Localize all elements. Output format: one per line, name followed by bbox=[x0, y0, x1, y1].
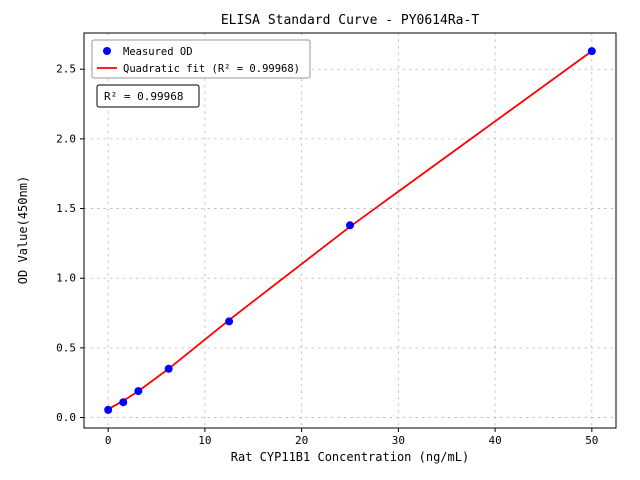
x-tick-label: 20 bbox=[295, 434, 308, 447]
y-tick-label: 0.5 bbox=[56, 341, 76, 354]
legend-measured-od-label: Measured OD bbox=[123, 46, 193, 58]
chart-title: ELISA Standard Curve - PY0614Ra-T bbox=[221, 13, 479, 28]
x-axis-label: Rat CYP11B1 Concentration (ng/mL) bbox=[231, 450, 469, 464]
y-tick-label: 0.0 bbox=[56, 411, 76, 424]
x-tick-label: 30 bbox=[392, 434, 405, 447]
y-tick-label: 1.0 bbox=[56, 272, 76, 285]
measured-od-point bbox=[346, 221, 354, 230]
measured-od-point bbox=[225, 317, 234, 326]
legend-quadratic-fit-label: Quadratic fit (R² = 0.99968) bbox=[123, 63, 300, 75]
r-squared-annotation: R² = 0.99968 bbox=[96, 84, 200, 108]
x-tick-label: 40 bbox=[488, 434, 501, 447]
plot-area-frame bbox=[83, 32, 617, 429]
x-tick-label: 10 bbox=[198, 434, 211, 447]
measured-od-point bbox=[134, 387, 143, 396]
legend-measured-od-marker-icon bbox=[103, 47, 111, 55]
measured-od-point bbox=[164, 364, 173, 373]
gridlines bbox=[84, 33, 616, 428]
r-squared-annotation-box bbox=[96, 84, 200, 108]
measured-od-point bbox=[119, 398, 128, 407]
series-points bbox=[104, 47, 596, 414]
measured-od-point bbox=[587, 47, 596, 56]
y-tick-label: 2.5 bbox=[56, 63, 76, 76]
measured-od-point bbox=[104, 405, 113, 414]
y-axis-label: OD Value(450nm) bbox=[16, 176, 30, 284]
y-tick-label: 1.5 bbox=[56, 202, 76, 215]
x-tick-label: 50 bbox=[585, 434, 598, 447]
legend-box bbox=[91, 39, 311, 79]
x-tick-label: 0 bbox=[105, 434, 112, 447]
tick-marks: 0 10 20 30 40 50 0.0 0.5 1.0 1.5 2.0 2.5 bbox=[56, 63, 598, 447]
legend: Measured OD Quadratic fit (R² = 0.99968) bbox=[91, 39, 311, 79]
r-squared-annotation-text: R² = 0.99968 bbox=[104, 90, 183, 103]
y-tick-label: 2.0 bbox=[56, 132, 76, 145]
